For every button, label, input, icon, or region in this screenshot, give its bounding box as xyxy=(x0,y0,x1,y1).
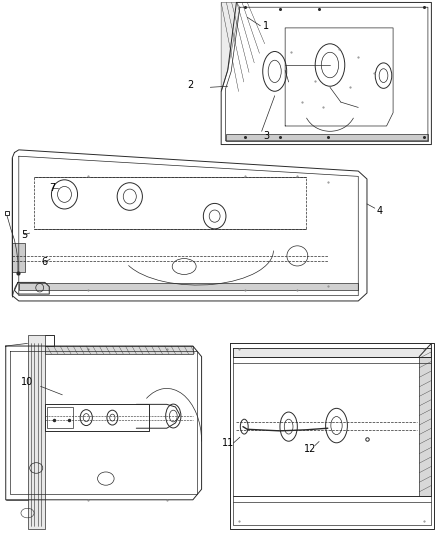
Polygon shape xyxy=(19,284,358,290)
Text: 3: 3 xyxy=(263,131,269,141)
Text: 1: 1 xyxy=(263,21,269,31)
Polygon shape xyxy=(233,348,431,357)
Text: 2: 2 xyxy=(187,79,194,90)
Polygon shape xyxy=(12,243,25,272)
Text: 6: 6 xyxy=(42,257,48,267)
Polygon shape xyxy=(28,335,45,529)
Text: 4: 4 xyxy=(377,206,383,216)
Polygon shape xyxy=(226,134,428,141)
Polygon shape xyxy=(419,357,431,496)
Text: 12: 12 xyxy=(304,445,317,455)
Text: 7: 7 xyxy=(49,183,56,193)
Text: 11: 11 xyxy=(222,438,234,448)
Bar xyxy=(47,407,73,428)
Text: 5: 5 xyxy=(21,230,27,240)
Polygon shape xyxy=(45,346,193,354)
Text: 10: 10 xyxy=(21,377,34,387)
Polygon shape xyxy=(221,3,240,92)
